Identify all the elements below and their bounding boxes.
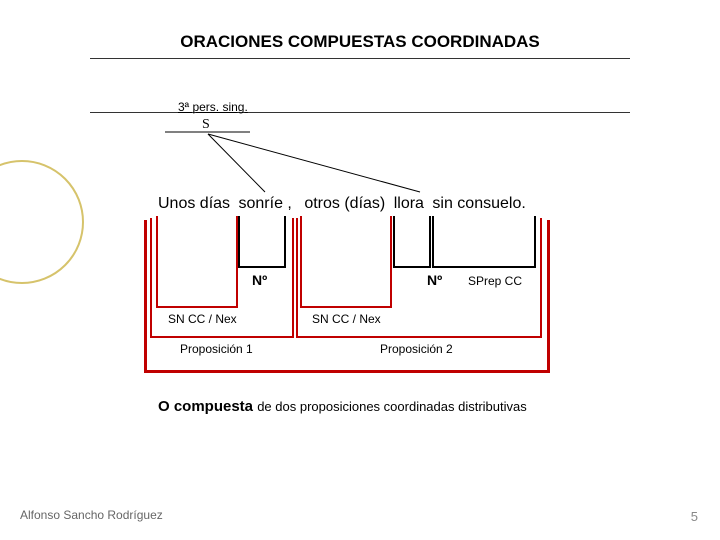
w-sonrie: sonríe bbox=[239, 195, 283, 213]
author: Alfonso Sancho Rodríguez bbox=[20, 508, 163, 522]
hr-top bbox=[90, 58, 630, 59]
w-unos-dias: Unos días bbox=[158, 195, 230, 213]
conclusion-rest: de dos proposiciones coordinadas distrib… bbox=[257, 399, 527, 414]
sentence: Unos días sonríe , otros (días) llora si… bbox=[158, 195, 526, 213]
subject-note: 3ª pers. sing. bbox=[178, 100, 248, 114]
w-comma: , bbox=[287, 195, 291, 212]
w-sin-consuelo: sin consuelo. bbox=[432, 195, 525, 213]
subject-s: S bbox=[202, 117, 210, 133]
w-otros-dias: otros (días) bbox=[304, 195, 385, 213]
conclusion-main: O compuesta bbox=[158, 398, 253, 415]
page-number: 5 bbox=[691, 509, 698, 524]
w-llora: llora bbox=[394, 195, 424, 213]
hr-mid bbox=[90, 112, 630, 113]
decorative-circle bbox=[0, 160, 84, 284]
conclusion: O compuesta de dos proposiciones coordin… bbox=[158, 398, 527, 415]
bracket-ocompuesta bbox=[144, 220, 550, 373]
page-title: ORACIONES COMPUESTAS COORDINADAS bbox=[0, 32, 720, 52]
